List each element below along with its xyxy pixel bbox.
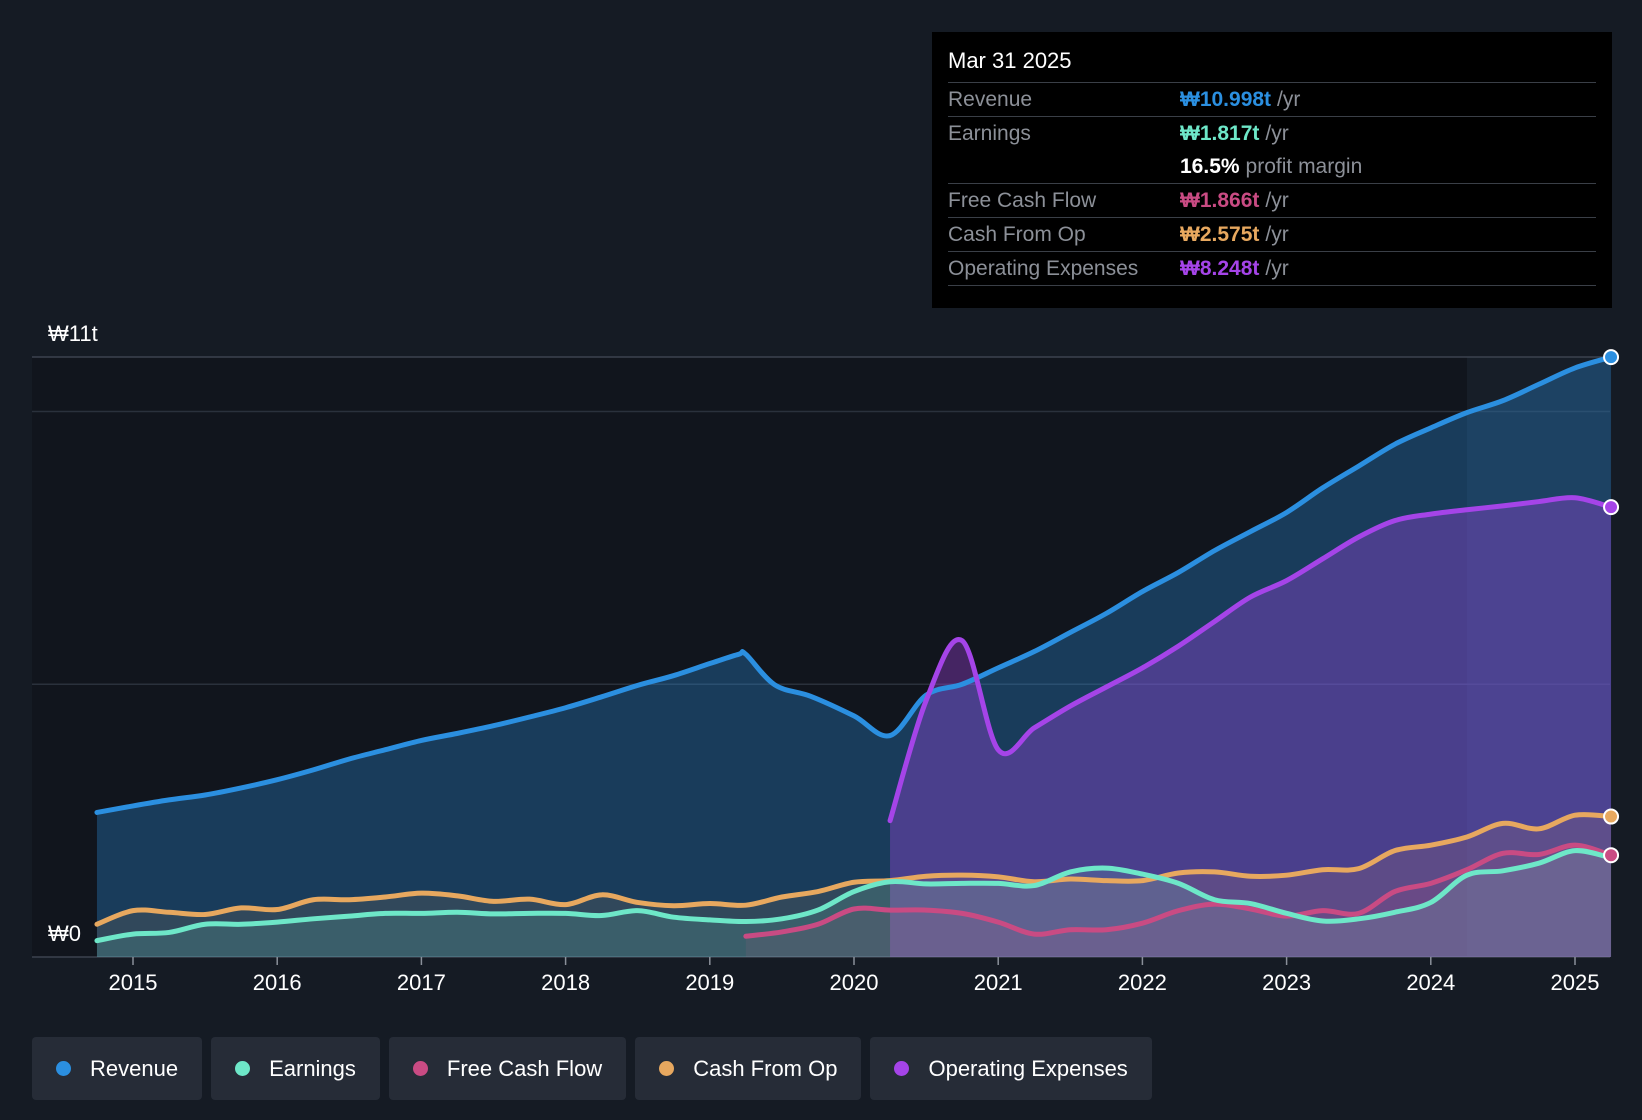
- tooltip-label: Free Cash Flow: [948, 188, 1097, 212]
- legend-item-earnings[interactable]: Earnings: [211, 1037, 380, 1100]
- tooltip-value: ₩1.866t: [1180, 188, 1260, 212]
- x-tick-label: 2023: [1262, 970, 1311, 995]
- x-tick-label: 2022: [1118, 970, 1167, 995]
- tooltip-unit: /yr: [1277, 87, 1301, 111]
- tooltip-row-margin: 16.5% profit margin: [948, 150, 1596, 183]
- legend-item-cash-from-op[interactable]: Cash From Op: [635, 1037, 862, 1100]
- end-dot-revenue: [1603, 349, 1620, 366]
- area-earnings: [96, 850, 1612, 957]
- tooltip-unit: /yr: [1265, 256, 1289, 280]
- tooltip-label: Operating Expenses: [948, 256, 1139, 280]
- legend-label: Cash From Op: [693, 1055, 838, 1081]
- tooltip-unit: profit margin: [1245, 154, 1363, 178]
- y-tick-label-bottom: ₩0: [48, 921, 81, 946]
- line-operating-expenses: [887, 495, 1614, 824]
- x-tick-label: 2017: [397, 970, 446, 995]
- legend-dot-icon: [659, 1061, 675, 1076]
- legend-dot-icon: [56, 1061, 71, 1076]
- tooltip-value: ₩2.575t: [1180, 222, 1260, 246]
- legend-item-revenue[interactable]: Revenue: [32, 1037, 203, 1100]
- line-revenue: [94, 354, 1614, 815]
- legend: Revenue Earnings Free Cash Flow Cash Fro…: [32, 1037, 1161, 1100]
- tooltip-unit: /yr: [1265, 188, 1289, 212]
- legend-label: Revenue: [90, 1055, 179, 1081]
- x-tick-label: 2021: [974, 970, 1023, 995]
- legend-dot-icon: [235, 1061, 251, 1076]
- legend-label: Free Cash Flow: [446, 1055, 603, 1081]
- tooltip-unit: /yr: [1265, 121, 1289, 145]
- line-cash-from-op: [94, 812, 1614, 927]
- end-dot-operating-expenses: [1603, 499, 1620, 516]
- tooltip-row-cfo: Cash From Op ₩2.575t /yr: [948, 217, 1596, 251]
- y-tick-label-top: ₩11t: [48, 321, 98, 346]
- tooltip-label: Revenue: [948, 87, 1033, 111]
- line-free-cash-flow: [743, 842, 1614, 939]
- legend-dot-icon: [894, 1061, 910, 1076]
- legend-label: Earnings: [269, 1055, 356, 1081]
- legend-item-operating-expenses[interactable]: Operating Expenses: [870, 1037, 1152, 1100]
- x-tick-label: 2020: [830, 970, 879, 995]
- x-tick-label: 2025: [1551, 970, 1600, 995]
- x-tick-label: 2018: [541, 970, 590, 995]
- area-cash-from-op: [96, 814, 1612, 957]
- end-dot-cash-from-op: [1603, 808, 1620, 825]
- x-tick-label: 2019: [685, 970, 734, 995]
- x-tick-label: 2016: [253, 970, 302, 995]
- tooltip-row-fcf: Free Cash Flow ₩1.866t /yr: [948, 183, 1596, 217]
- tooltip-divider: [948, 285, 1596, 286]
- area-free-cash-flow: [745, 845, 1612, 957]
- tooltip-date: Mar 31 2025: [948, 48, 1072, 73]
- tooltip-value: ₩1.817t: [1180, 121, 1260, 145]
- x-tick-label: 2015: [109, 970, 158, 995]
- legend-item-free-cash-flow[interactable]: Free Cash Flow: [388, 1037, 627, 1100]
- tooltip: Mar 31 2025 Revenue ₩10.998t /yr Earning…: [932, 32, 1612, 308]
- tooltip-row-earnings: Earnings ₩1.817t /yr: [948, 116, 1596, 150]
- area-revenue: [96, 357, 1612, 957]
- end-dot-free-cash-flow: [1603, 847, 1620, 864]
- legend-label: Operating Expenses: [928, 1055, 1128, 1081]
- tooltip-row-revenue: Revenue ₩10.998t /yr: [948, 82, 1596, 116]
- plot-dark-band: [32, 357, 1610, 957]
- line-earnings: [94, 848, 1614, 944]
- tooltip-value: ₩8.248t: [1180, 256, 1260, 280]
- tooltip-value: ₩10.998t: [1180, 87, 1272, 111]
- x-tick-label: 2024: [1406, 970, 1455, 995]
- tooltip-label: Earnings: [948, 121, 1031, 145]
- legend-dot-icon: [412, 1061, 428, 1076]
- tooltip-value: 16.5%: [1180, 154, 1240, 178]
- tooltip-label: Cash From Op: [948, 222, 1086, 246]
- tooltip-unit: /yr: [1265, 222, 1289, 246]
- area-operating-expenses: [890, 497, 1612, 957]
- tooltip-row-opex: Operating Expenses ₩8.248t /yr: [948, 251, 1596, 285]
